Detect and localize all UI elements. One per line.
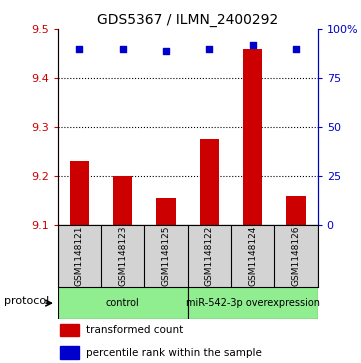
Text: protocol: protocol bbox=[4, 296, 49, 306]
Title: GDS5367 / ILMN_2400292: GDS5367 / ILMN_2400292 bbox=[97, 13, 278, 26]
Bar bbox=[188, 287, 318, 319]
Bar bbox=[156, 198, 176, 225]
Text: GSM1148123: GSM1148123 bbox=[118, 226, 127, 286]
Bar bbox=[60, 346, 79, 359]
Text: GSM1148125: GSM1148125 bbox=[162, 226, 170, 286]
Bar bbox=[70, 161, 89, 225]
Text: GSM1148124: GSM1148124 bbox=[248, 226, 257, 286]
Text: GSM1148126: GSM1148126 bbox=[292, 226, 300, 286]
Text: miR-542-3p overexpression: miR-542-3p overexpression bbox=[186, 298, 320, 308]
Text: transformed count: transformed count bbox=[86, 325, 184, 335]
Point bbox=[120, 46, 126, 52]
Point bbox=[163, 48, 169, 53]
Bar bbox=[200, 139, 219, 225]
Text: percentile rank within the sample: percentile rank within the sample bbox=[86, 347, 262, 358]
Bar bbox=[243, 49, 262, 225]
Point bbox=[206, 46, 212, 52]
Text: GSM1148122: GSM1148122 bbox=[205, 226, 214, 286]
Bar bbox=[286, 196, 306, 225]
Point bbox=[293, 46, 299, 52]
Point bbox=[77, 46, 82, 52]
Bar bbox=[60, 324, 79, 336]
Bar bbox=[58, 287, 188, 319]
Text: control: control bbox=[106, 298, 140, 308]
Text: GSM1148121: GSM1148121 bbox=[75, 226, 84, 286]
Point bbox=[250, 42, 256, 48]
Bar bbox=[113, 176, 132, 225]
